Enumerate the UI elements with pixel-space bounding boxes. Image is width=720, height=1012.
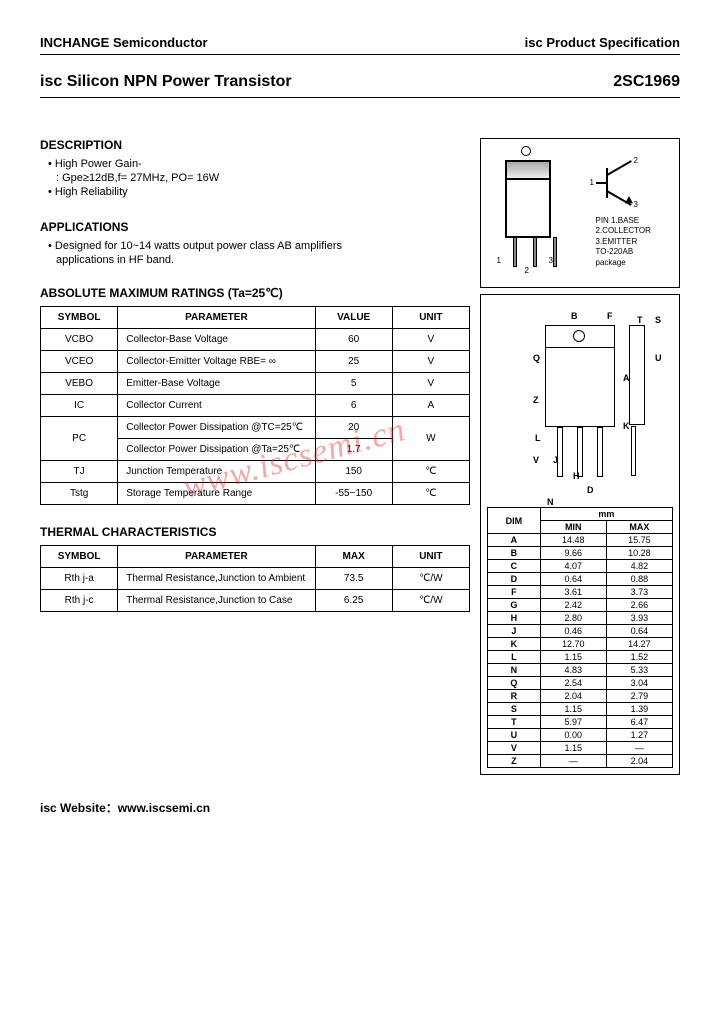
dimension-table: DIMmm MINMAX A14.4815.75B9.6610.28C4.074… [487, 507, 673, 768]
app-text: • Designed for 10~14 watts output power … [48, 240, 470, 252]
table-row: F3.613.73 [488, 586, 673, 599]
table-row: C4.074.82 [488, 560, 673, 573]
package-drawing: 1 2 3 [505, 160, 565, 267]
spec-label: isc Product Specification [525, 35, 680, 50]
thermal-table: SYMBOL PARAMETER MAX UNIT Rth j-aThermal… [40, 545, 470, 612]
table-row: VCBOCollector-Base Voltage60V [41, 329, 470, 351]
company-name: INCHANGE Semiconductor [40, 35, 208, 50]
table-row: G2.422.66 [488, 599, 673, 612]
col-unit: UNIT [392, 546, 469, 568]
col-symbol: SYMBOL [41, 546, 118, 568]
col-parameter: PARAMETER [118, 546, 315, 568]
table-row: TJJunction Temperature150℃ [41, 461, 470, 483]
thermal-heading: THERMAL CHARACTERISTICS [40, 525, 470, 539]
table-row: VEBOEmitter-Base Voltage5V [41, 373, 470, 395]
table-row: Q2.543.04 [488, 677, 673, 690]
col-unit: UNIT [392, 307, 469, 329]
table-row: T5.976.47 [488, 716, 673, 729]
col-symbol: SYMBOL [41, 307, 118, 329]
product-title: isc Silicon NPN Power Transistor [40, 73, 292, 91]
table-row: ICCollector Current6A [41, 395, 470, 417]
ratings-table: SYMBOL PARAMETER VALUE UNIT VCBOCollecto… [40, 306, 470, 505]
header: INCHANGE Semiconductor isc Product Speci… [40, 35, 680, 55]
table-row: D0.640.88 [488, 573, 673, 586]
table-row: J0.460.64 [488, 625, 673, 638]
table-row: VCEOCollector-Emitter Voltage RBE= ∞25V [41, 351, 470, 373]
table-row: Rth j-aThermal Resistance,Junction to Am… [41, 568, 470, 590]
ratings-heading: ABSOLUTE MAXIMUM RATINGS (Ta=25℃) [40, 286, 470, 300]
app-text: applications in HF band. [56, 254, 470, 266]
desc-item: : Gpe≥12dB,f= 27MHz, PO= 16W [56, 172, 470, 184]
dimension-diagram: B F T S Q A U K L V J H D N Z [480, 294, 680, 775]
description-heading: DESCRIPTION [40, 138, 470, 152]
package-diagram: 1 2 3 1 2 3 PIN 1.BASE2.COLLE [480, 138, 680, 288]
applications-heading: APPLICATIONS [40, 220, 470, 234]
footer: isc Website：www.iscsemi.cn [40, 799, 680, 816]
table-row: H2.803.93 [488, 612, 673, 625]
table-row: PCCollector Power Dissipation @TC=25℃20W [41, 417, 470, 439]
desc-item: • High Reliability [48, 186, 470, 198]
desc-item: • High Power Gain- [48, 158, 470, 170]
col-parameter: PARAMETER [118, 307, 315, 329]
col-max: MAX [315, 546, 392, 568]
table-row: Z—2.04 [488, 755, 673, 768]
table-row: U0.001.27 [488, 729, 673, 742]
table-row: N4.835.33 [488, 664, 673, 677]
part-number: 2SC1969 [613, 73, 680, 91]
title-row: isc Silicon NPN Power Transistor 2SC1969 [40, 73, 680, 98]
col-value: VALUE [315, 307, 392, 329]
table-row: Rth j-cThermal Resistance,Junction to Ca… [41, 590, 470, 612]
table-row: R2.042.79 [488, 690, 673, 703]
schematic-symbol: 1 2 3 PIN 1.BASE2.COLLECTOR3.EMITTERTO-2… [596, 158, 656, 268]
table-row: TstgStorage Temperature Range-55~150℃ [41, 483, 470, 505]
table-row: S1.151.39 [488, 703, 673, 716]
table-row: V1.15— [488, 742, 673, 755]
table-row: B9.6610.28 [488, 547, 673, 560]
table-row: A14.4815.75 [488, 534, 673, 547]
pin-labels: PIN 1.BASE2.COLLECTOR3.EMITTERTO-220AB p… [596, 216, 656, 268]
table-row: K12.7014.27 [488, 638, 673, 651]
table-row: L1.151.52 [488, 651, 673, 664]
